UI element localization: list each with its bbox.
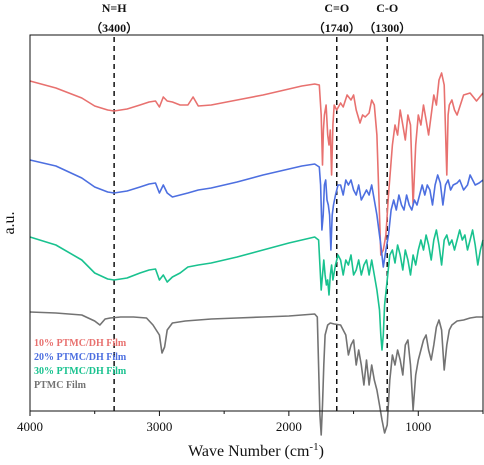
peak-annotations: N=H （3400） C=O （1740） C-O （1300） — [90, 1, 411, 35]
peak-wavenumber-3: （1300） — [363, 20, 411, 35]
peak-label-2: C=O — [324, 1, 349, 15]
x-tick-label-3: 2000 — [276, 419, 302, 434]
peak-marker-lines — [113, 37, 388, 411]
series-line-3 — [29, 229, 484, 351]
x-tick-label-4: 1000 — [405, 419, 431, 434]
x-axis-label: Wave Number (cm-1) — [188, 441, 324, 460]
legend-entry-3: 30% PTMC/DH Film — [34, 366, 127, 377]
x-axis-label-main: Wave Number (cm — [188, 443, 310, 460]
legend-entry-4: PTMC Film — [34, 380, 87, 391]
series-line-1 — [29, 72, 484, 256]
y-axis-label: a.u. — [1, 211, 18, 234]
peak-label-3: C-O — [376, 1, 398, 15]
x-axis-label-suffix: ) — [319, 443, 324, 460]
x-axis-ticks: 4000 3000 2000 1000 — [17, 411, 484, 434]
peak-wavenumber-1: （3400） — [90, 20, 138, 35]
series-line-2 — [29, 159, 484, 268]
legend: 10% PTMC/DH Film 20% PTMC/DH Film 30% PTMC… — [34, 338, 127, 391]
x-tick-label-2: 3000 — [146, 419, 172, 434]
series-line-4 — [29, 311, 483, 436]
spectrum-series — [29, 72, 484, 436]
plot-frame — [29, 34, 484, 412]
x-axis-label-sup: -1 — [309, 441, 318, 453]
legend-entry-1: 10% PTMC/DH Film — [34, 338, 127, 349]
legend-entry-2: 20% PTMC/DH Film — [34, 352, 127, 363]
peak-label-1: N=H — [102, 1, 128, 15]
x-tick-label-1: 4000 — [17, 419, 43, 434]
peak-wavenumber-2: （1740） — [313, 20, 361, 35]
